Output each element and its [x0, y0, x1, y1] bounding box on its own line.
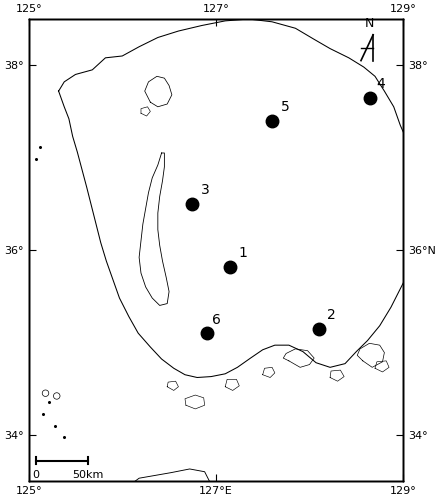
- Polygon shape: [185, 395, 205, 409]
- Text: 2: 2: [327, 308, 336, 322]
- Polygon shape: [141, 107, 150, 116]
- Polygon shape: [357, 344, 385, 367]
- Text: N: N: [365, 17, 374, 30]
- Polygon shape: [330, 370, 344, 381]
- Polygon shape: [132, 469, 209, 500]
- Polygon shape: [225, 380, 239, 390]
- Polygon shape: [167, 381, 179, 390]
- Text: 5: 5: [280, 100, 289, 114]
- Polygon shape: [145, 76, 172, 107]
- Polygon shape: [375, 361, 389, 372]
- Polygon shape: [139, 153, 169, 306]
- Polygon shape: [59, 19, 422, 378]
- Text: 1: 1: [238, 246, 247, 260]
- Text: 50km: 50km: [72, 470, 103, 480]
- Polygon shape: [263, 368, 275, 378]
- Text: 3: 3: [201, 184, 209, 198]
- Text: 6: 6: [212, 312, 221, 326]
- Text: 0: 0: [33, 470, 40, 480]
- Polygon shape: [283, 349, 314, 368]
- Text: 4: 4: [376, 77, 385, 91]
